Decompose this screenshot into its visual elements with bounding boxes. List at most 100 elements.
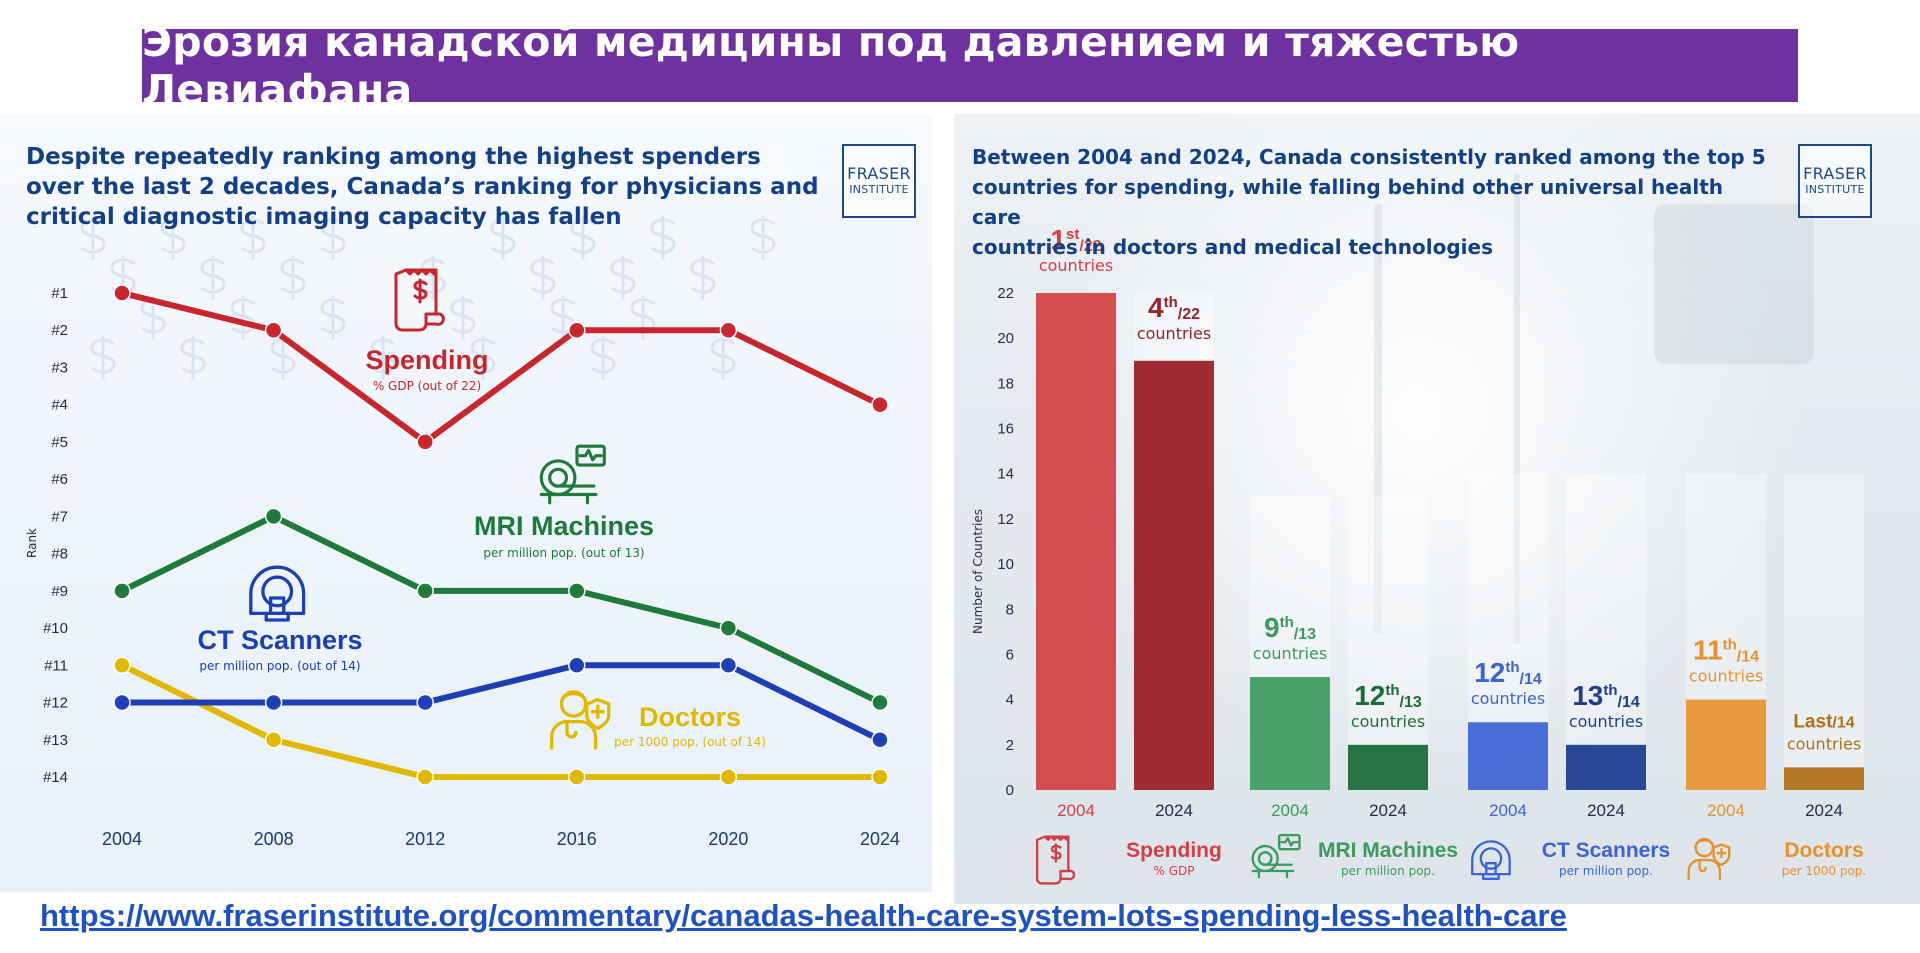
rank-suffix: th [1723, 637, 1737, 654]
dollar-sign-icon [710, 336, 736, 380]
dollar-sign-icon [90, 336, 116, 380]
rank-out-of: /14 [1618, 694, 1640, 711]
mri-machine-icon [1251, 833, 1301, 879]
bar-doctors-2024 [1784, 767, 1864, 790]
y-tick-label: #14 [43, 769, 68, 786]
heading-line: over the last 2 decades, Canada’s rankin… [26, 174, 819, 200]
data-point [416, 582, 434, 600]
page-title: Эрозия канадской медицины под давлением … [142, 17, 1520, 114]
x-tick-label: 2016 [557, 829, 597, 849]
rank-unit: countries [1253, 644, 1327, 663]
y-tick-label: 0 [1006, 782, 1014, 799]
rank-suffix: st [1066, 226, 1079, 243]
rank-number: 1 [1050, 224, 1066, 255]
heading-line: Despite repeatedly ranking among the hig… [26, 144, 761, 170]
right-chart-heading: Between 2004 and 2024, Canada consistent… [972, 142, 1772, 262]
heading-line: countries in doctors and medical technol… [972, 235, 1493, 259]
dollar-sign-icon [490, 216, 516, 260]
title-banner: Эрозия канадской медицины под давлением … [142, 18, 1798, 114]
rank-label: 4th/22 [1148, 292, 1200, 323]
y-tick-label: 18 [997, 375, 1014, 392]
data-point [719, 619, 738, 637]
y-axis-label: Number of Countries [971, 509, 985, 634]
total-countries-bar [1566, 473, 1646, 790]
y-tick-label: 6 [1006, 646, 1014, 663]
data-point [568, 321, 586, 339]
y-tick-label: #13 [43, 732, 68, 749]
rank-label: 12th/14 [1474, 657, 1542, 688]
dollar-sign-icon [610, 256, 636, 300]
bar-mri-machines-2024 [1348, 744, 1428, 790]
y-tick-label: #7 [51, 508, 68, 525]
dollar-sign-icon [370, 336, 396, 380]
x-tick-label: 2008 [254, 829, 294, 849]
rank-unit: countries [1039, 256, 1113, 275]
group-sublabel: per 1000 pop. [1782, 864, 1867, 878]
data-point [113, 582, 131, 600]
dollar-sign-icon [270, 336, 296, 380]
series-line-doctors [119, 662, 883, 780]
rank-suffix: th [1164, 294, 1178, 311]
data-point [719, 768, 738, 786]
logo-subtitle: INSTITUTE [1805, 183, 1865, 196]
x-tick-label: 2012 [405, 829, 445, 849]
receipt-dollar-icon [1035, 835, 1076, 885]
doctor-icon [549, 690, 611, 750]
dollar-sign-icon [570, 216, 596, 260]
y-tick-label: #6 [51, 471, 68, 488]
data-point [416, 433, 434, 451]
year-label: 2004 [1707, 801, 1745, 820]
group-label: MRI Machines [1318, 839, 1458, 862]
dollar-sign-icon [160, 216, 186, 260]
dollar-sign-icon [470, 336, 496, 380]
dollar-sign-icon [630, 296, 656, 340]
rank-line-chart: #1 #2 #3 #4 #5 #6 #7 #8 #9 #10 #11 #12 #13 #14 Rank 200… [25, 216, 900, 849]
group-sublabel: per million pop. [1559, 864, 1653, 878]
year-label: 2024 [1805, 801, 1843, 820]
background-photo-detail [1654, 204, 1814, 364]
rank-label: Last/14 [1793, 711, 1854, 732]
rank-out-of: /14 [1520, 671, 1542, 688]
data-point [416, 768, 434, 786]
rank-out-of: /13 [1400, 694, 1422, 711]
dollar-sign-icon [650, 216, 676, 260]
data-point [719, 656, 738, 675]
background-photo-detail [1374, 204, 1382, 634]
rank-number: 12 [1474, 657, 1505, 688]
data-point [113, 693, 131, 712]
rank-suffix: th [1505, 659, 1519, 676]
group-sublabel: % GDP [1154, 864, 1195, 878]
data-point [568, 582, 586, 600]
bar-spending-2004 [1036, 293, 1116, 790]
bar-mri-machines-2004 [1250, 677, 1330, 790]
bar-doctors-2004 [1686, 699, 1766, 790]
dollar-sign-icon [750, 216, 776, 260]
data-point [113, 656, 131, 675]
dollar-sign-icon [180, 336, 206, 380]
rank-out-of: /22 [1178, 306, 1200, 323]
heading-line: Between 2004 and 2024, Canada consistent… [972, 145, 1766, 169]
year-label: 2024 [1369, 801, 1407, 820]
logo-name: FRASER [847, 164, 911, 183]
y-tick-label: 8 [1006, 601, 1014, 618]
x-tick-label: 2024 [860, 829, 900, 849]
rank-label: 1st/22 [1050, 224, 1101, 255]
series-line-spending [119, 290, 883, 445]
y-tick-label: #2 [51, 322, 68, 339]
year-label: 2004 [1057, 801, 1095, 820]
data-point [264, 731, 283, 749]
dollar-sign-icon [450, 296, 476, 340]
source-link[interactable]: https://www.fraserinstitute.org/commenta… [40, 898, 1567, 933]
dollar-sign-icon [80, 216, 106, 260]
series-label: Spending [366, 345, 489, 375]
rank-unit: countries [1569, 712, 1643, 731]
year-label: 2004 [1271, 801, 1309, 820]
data-point [871, 768, 889, 786]
dollar-sign-icon [280, 256, 306, 300]
doctor-icon [1687, 837, 1731, 880]
dollar-sign-icon [230, 296, 256, 340]
data-point [264, 507, 283, 526]
dollar-sign-icon [530, 256, 556, 300]
y-tick-label: 2 [1006, 737, 1014, 754]
